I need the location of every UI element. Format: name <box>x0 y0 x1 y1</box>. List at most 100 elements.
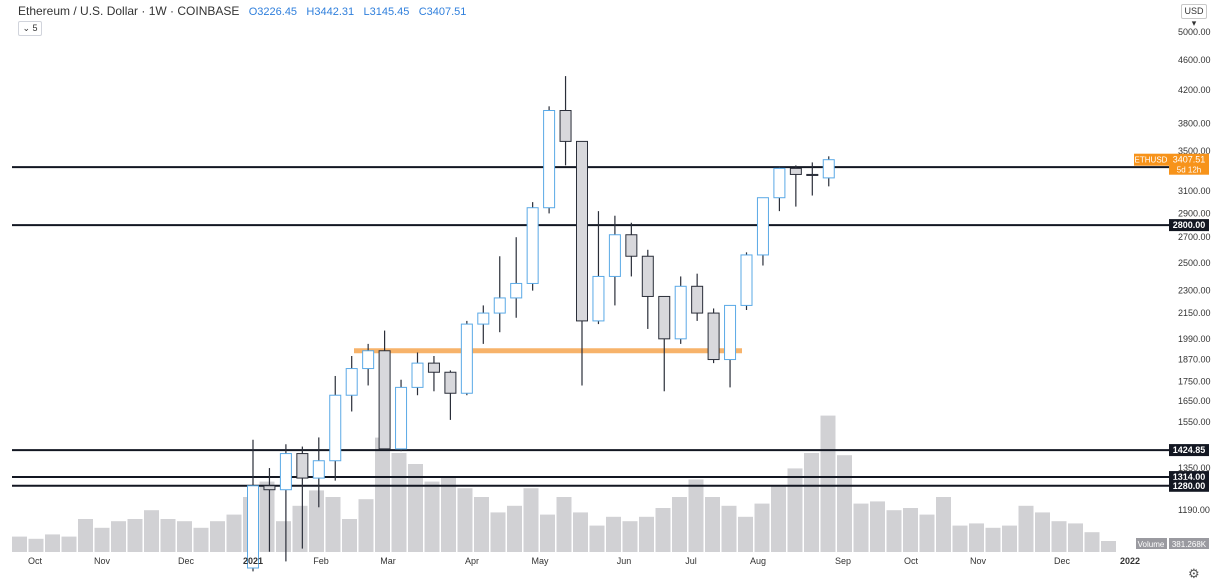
y-tick-label: 1550.00 <box>1178 417 1211 427</box>
candle-body <box>526 207 539 284</box>
volume-bar <box>375 437 390 552</box>
candle-body <box>756 197 769 256</box>
volume-bar <box>490 512 506 552</box>
y-tick-label: 1350.00 <box>1178 463 1211 473</box>
candle-body <box>773 167 786 199</box>
volume-bar <box>919 514 935 552</box>
volume-bar <box>1084 532 1100 552</box>
currency-select[interactable]: USD ▾ <box>1181 4 1207 28</box>
candle-body <box>493 297 506 314</box>
volume-bar <box>1068 523 1083 552</box>
indicator-collapse-button[interactable]: ⌄ 5 <box>18 21 42 36</box>
candle-body <box>707 312 720 361</box>
volume-bar <box>94 527 110 552</box>
volume-value: 381.268K <box>1172 540 1207 549</box>
candle-body <box>625 234 638 257</box>
volume-bar <box>474 497 489 552</box>
ohlc-low: L3145.45 <box>363 6 410 18</box>
volume-bar <box>688 479 704 552</box>
candle-body <box>822 159 835 179</box>
x-tick-label: Sep <box>835 556 851 566</box>
price-countdown: 5d 12h <box>1177 166 1201 175</box>
candle-body <box>279 453 292 491</box>
volume-bar <box>853 503 869 552</box>
y-tick-label: 1190.00 <box>1178 505 1210 515</box>
y-tick-label: 2700.00 <box>1178 232 1211 242</box>
ohlc-close: C3407.51 <box>418 6 467 18</box>
x-tick-label: Dec <box>178 556 195 566</box>
candle-body <box>543 110 556 209</box>
candle-body <box>691 285 704 314</box>
x-tick-label: 2022 <box>1120 556 1140 566</box>
level-label: 2800.00 <box>1173 220 1206 230</box>
candle-body <box>345 368 358 396</box>
volume-bar <box>61 536 77 552</box>
price-label: 3407.51 <box>1173 155 1206 165</box>
volume-bar <box>936 497 951 552</box>
volume-bar <box>177 521 192 552</box>
x-tick-label: Jul <box>685 556 697 566</box>
y-tick-label: 1750.00 <box>1178 377 1211 387</box>
y-tick-label: 2300.00 <box>1178 286 1211 296</box>
x-tick-label: Oct <box>904 556 919 566</box>
volume-bar <box>226 514 242 552</box>
y-tick-label: 3500.00 <box>1178 146 1211 156</box>
volume-bar <box>721 505 737 552</box>
volume-bar <box>111 521 126 552</box>
volume-bar <box>622 521 638 552</box>
price-symbol-bg <box>1134 153 1169 166</box>
volume-bar <box>193 527 209 552</box>
volume-bar <box>556 497 572 552</box>
level-label-bg <box>1169 479 1209 492</box>
volume-bar <box>787 468 803 552</box>
volume-bar <box>639 516 654 552</box>
volume-bar <box>391 453 407 552</box>
volume-bar <box>12 536 27 552</box>
y-tick-label: 2900.00 <box>1178 208 1211 218</box>
volume-bar <box>1018 505 1034 552</box>
volume-bar <box>28 538 44 552</box>
volume-bar <box>309 490 324 552</box>
volume-bar <box>655 508 671 552</box>
volume-bar <box>738 516 753 552</box>
volume-bar <box>870 501 885 552</box>
x-tick-label: Oct <box>28 556 43 566</box>
candle-body <box>510 282 523 299</box>
y-tick-label: 2150.00 <box>1178 308 1211 318</box>
candle-body <box>592 275 605 322</box>
candle-body <box>724 304 737 361</box>
volume-bar <box>523 488 539 552</box>
volume-bar <box>259 481 275 552</box>
candle-body <box>740 254 753 306</box>
candle-body <box>263 485 276 491</box>
volume-bar <box>1035 512 1050 552</box>
volume-bar <box>127 519 143 552</box>
volume-bar <box>606 516 621 552</box>
x-tick-label: Mar <box>380 556 396 566</box>
x-tick-label: Jun <box>617 556 632 566</box>
level-label: 1424.85 <box>1173 445 1206 455</box>
volume-bar <box>837 455 852 552</box>
candle-body <box>477 312 490 325</box>
price-symbol-label: ETHUSD <box>1135 156 1168 165</box>
x-tick-label: Nov <box>94 556 111 566</box>
volume-bar <box>507 505 522 552</box>
candle-body <box>658 295 671 340</box>
volume-bar <box>672 497 687 552</box>
candle-body <box>460 323 473 394</box>
volume-bar <box>886 510 902 552</box>
volume-bar <box>457 488 473 552</box>
level-label-bg <box>1169 219 1209 232</box>
gear-icon[interactable]: ⚙ <box>1188 566 1200 581</box>
candle-body <box>395 386 408 450</box>
volume-label-bg <box>1136 538 1167 549</box>
volume-bar <box>589 525 605 552</box>
level-label: 1280.00 <box>1173 481 1206 491</box>
level-label-bg <box>1169 444 1209 457</box>
x-tick-label: Nov <box>970 556 987 566</box>
volume-bar <box>903 508 918 552</box>
volume-bar <box>804 453 819 552</box>
volume-bar <box>276 521 291 552</box>
y-tick-label: 1650.00 <box>1178 396 1211 406</box>
